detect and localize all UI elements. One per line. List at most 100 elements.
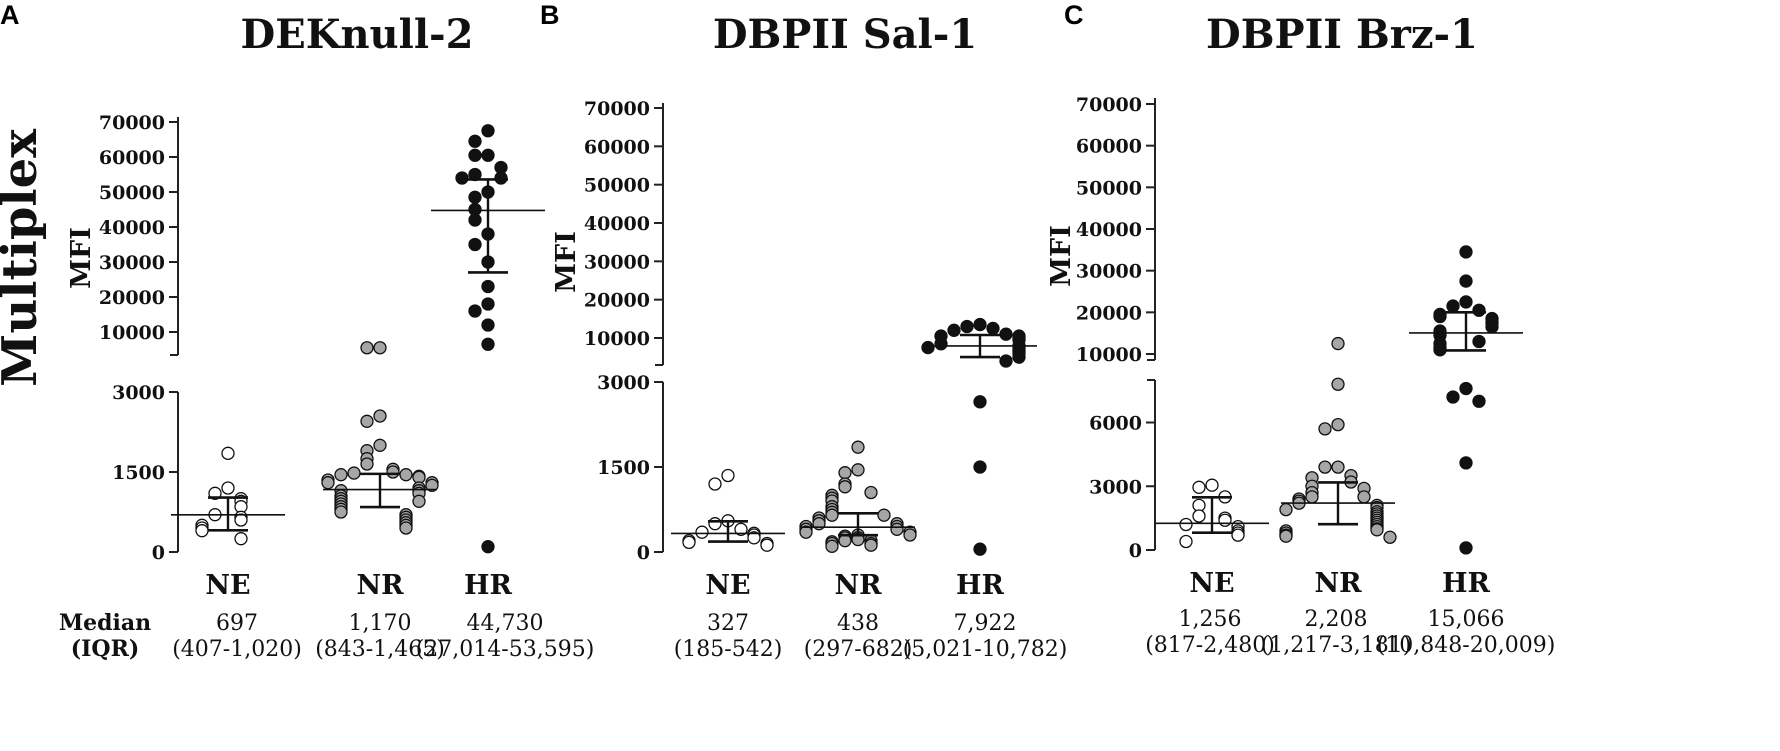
y-tick-label: 30000 (1076, 261, 1142, 283)
panel-title: DBPII Brz-1 (1206, 11, 1478, 58)
data-point-hr (1472, 334, 1486, 349)
data-point-nr (877, 508, 891, 522)
data-point-hr (1459, 274, 1473, 288)
y-tick-label: 1500 (597, 457, 650, 479)
iqr-value: (843-1,465) (315, 637, 445, 662)
y-tick-label: 0 (637, 542, 650, 564)
y-tick-label: 10000 (1076, 344, 1142, 366)
data-point-nr (1331, 417, 1345, 432)
data-point-hr (1433, 309, 1447, 324)
stats-header-median: Median (59, 610, 151, 636)
data-point-hr (986, 321, 1000, 336)
data-point-hr (481, 540, 495, 554)
data-point-nr (799, 525, 813, 539)
y-tick-label: 3000 (1089, 476, 1142, 498)
data-point-nr (838, 480, 852, 494)
data-point-hr (999, 327, 1013, 341)
data-point-nr (334, 468, 348, 482)
data-point-nr (399, 521, 413, 535)
y-tick-label: 60000 (584, 136, 650, 158)
x-category-label: NR (834, 570, 882, 601)
data-point-nr (1318, 460, 1332, 474)
stats-header-iqr: (IQR) (71, 636, 140, 662)
data-point-hr (1433, 343, 1447, 357)
data-point-ne (734, 522, 748, 536)
data-point-hr (960, 319, 974, 334)
iqr-value: (407-1,020) (172, 637, 302, 662)
data-point-hr (921, 340, 935, 355)
y-tick-label: 0 (1129, 540, 1142, 562)
y-tick-label: 20000 (584, 290, 650, 312)
data-point-nr (1357, 490, 1371, 504)
data-point-hr (934, 337, 948, 351)
median-value: 2,208 (1305, 607, 1368, 632)
iqr-value: (1,217-3,181) (1261, 633, 1412, 658)
y-tick-label: 70000 (584, 98, 650, 120)
data-point-nr (321, 476, 335, 490)
iqr-value: (817-2,480) (1145, 633, 1275, 658)
y-tick-label: 70000 (1076, 94, 1142, 116)
data-point-hr (1459, 245, 1473, 259)
data-point-hr (973, 542, 987, 556)
data-point-nr (864, 485, 878, 500)
median-value: 7,922 (954, 611, 1017, 636)
data-point-hr (455, 171, 469, 185)
y-axis-label: MFI (551, 231, 582, 293)
data-point-hr (1459, 381, 1473, 396)
data-point-ne (708, 477, 722, 491)
data-point-ne (234, 532, 248, 546)
panel-letter: A (0, 0, 20, 30)
data-point-nr (1305, 490, 1319, 504)
data-point-hr (947, 323, 961, 337)
data-point-hr (1472, 303, 1486, 317)
y-tick-label: 40000 (1076, 219, 1142, 241)
data-point-hr (468, 213, 482, 227)
x-category-label: NR (1314, 568, 1362, 599)
data-point-nr (1383, 530, 1397, 544)
data-point-nr (373, 438, 387, 452)
data-point-hr (973, 317, 987, 332)
data-point-nr (360, 457, 374, 471)
panel-title: DBPII Sal-1 (713, 11, 977, 58)
data-point-hr (481, 279, 495, 294)
x-category-label: HR (464, 570, 513, 601)
y-axis-label: MFI (66, 227, 97, 289)
y-tick-label: 60000 (99, 147, 165, 169)
y-tick-label: 40000 (99, 217, 165, 239)
y-tick-label: 30000 (584, 251, 650, 273)
x-category-label: NE (1189, 568, 1234, 599)
data-point-hr (481, 124, 495, 138)
x-category-label: NE (705, 570, 750, 601)
data-point-ne (1218, 513, 1232, 527)
row-title-multiplex: Multiplex (0, 129, 48, 387)
data-point-ne (760, 538, 774, 552)
data-point-nr (360, 341, 374, 355)
data-point-nr (1331, 377, 1345, 391)
data-point-hr (468, 190, 482, 204)
data-point-nr (399, 468, 413, 482)
y-tick-label: 20000 (1076, 302, 1142, 324)
data-point-ne (1192, 480, 1206, 494)
iqr-value: (27,014-53,595) (416, 637, 595, 662)
y-tick-label: 3000 (597, 372, 650, 394)
data-point-ne (1231, 528, 1245, 542)
data-point-ne (221, 481, 235, 495)
median-value: 438 (837, 611, 879, 636)
data-point-ne (1179, 534, 1193, 549)
data-point-hr (468, 148, 482, 162)
data-point-hr (481, 318, 495, 332)
data-point-nr (1331, 460, 1345, 474)
iqr-value: (5,021-10,782) (903, 637, 1068, 662)
data-point-ne (234, 513, 248, 527)
data-point-hr (999, 354, 1013, 368)
y-tick-label: 20000 (99, 287, 165, 309)
y-tick-label: 1500 (112, 462, 165, 484)
panel-a: A DEKnull-2 MFI 0 1500 3000 10000 20000 30000 400… (0, 0, 594, 662)
data-point-hr (468, 134, 482, 148)
data-point-hr (1446, 390, 1460, 404)
data-point-nr (386, 465, 400, 479)
y-tick-label: 50000 (584, 175, 650, 197)
y-tick-label: 10000 (584, 328, 650, 350)
median-value: 15,066 (1428, 607, 1505, 632)
data-point-nr (1279, 502, 1293, 517)
